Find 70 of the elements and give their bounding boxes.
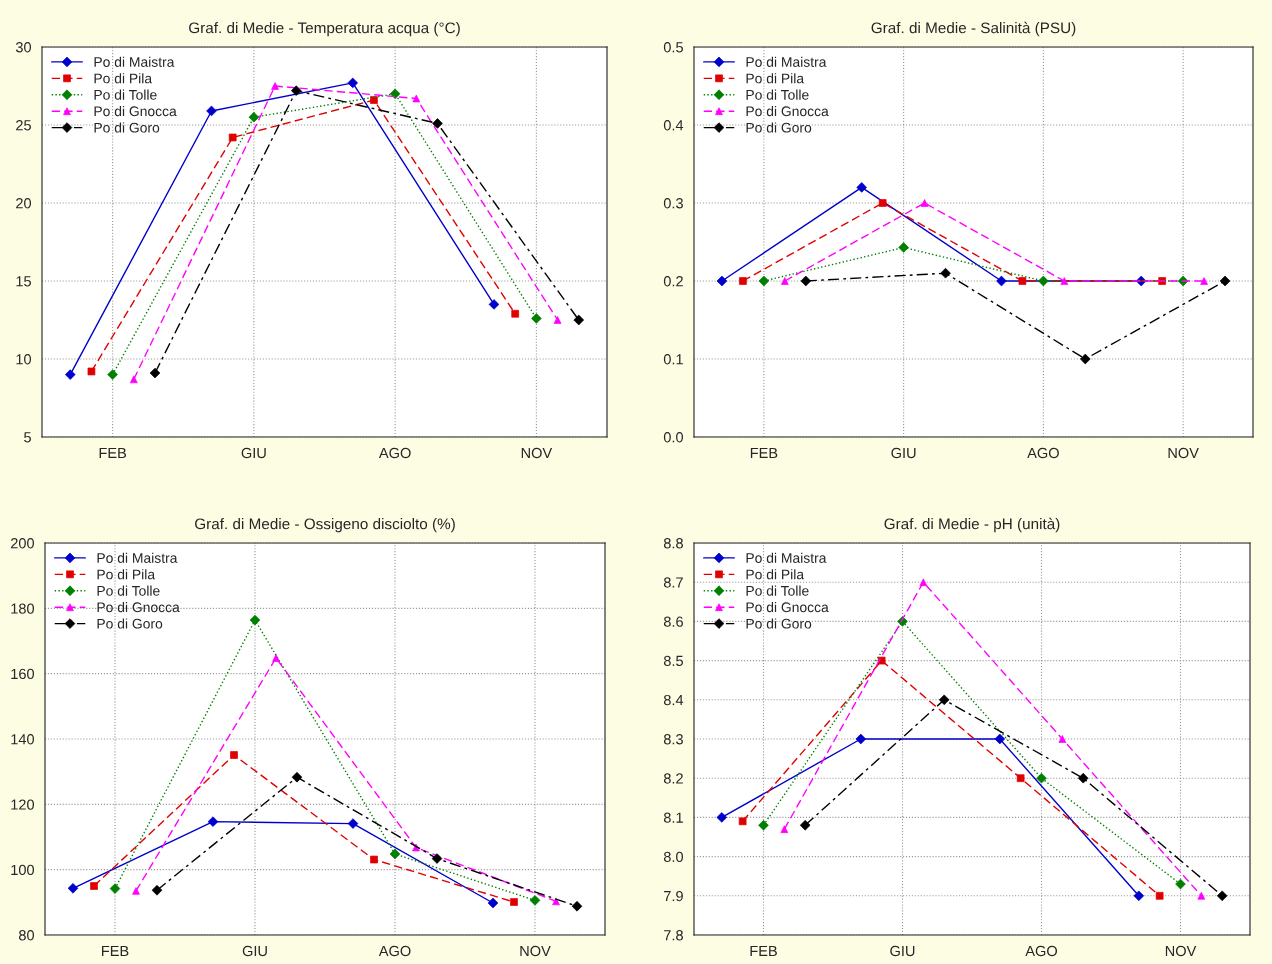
x-tick-label: AGO xyxy=(378,945,411,957)
x-tick-label: GIU xyxy=(241,447,266,459)
y-tick-label: 0.5 xyxy=(663,42,683,53)
y-tick-label: 7.8 xyxy=(664,930,683,941)
y-tick-label: 0.2 xyxy=(663,276,683,287)
chart-title: Graf. di Medie - Ossigeno disciolto (%) xyxy=(195,518,455,533)
legend-label: Po di Goro xyxy=(97,618,163,629)
x-tick-label: AGO xyxy=(1027,447,1059,459)
x-tick-label: FEB xyxy=(102,945,129,956)
x-tick-label: GIU xyxy=(890,945,915,957)
x-tick-label: NOV xyxy=(520,945,551,957)
x-tick-label: NOV xyxy=(1165,945,1197,957)
x-tick-label: FEB xyxy=(750,447,778,458)
y-tick-label: 140 xyxy=(11,734,35,745)
x-tick-label: GIU xyxy=(242,945,267,957)
legend-label: Po di Pila xyxy=(746,569,805,580)
legend-label: Po di Pila xyxy=(746,73,805,84)
legend-label: Po di Gnocca xyxy=(746,105,829,117)
y-tick-label: 15 xyxy=(16,276,31,287)
legend-label: Po di Goro xyxy=(94,122,160,133)
y-tick-label: 180 xyxy=(11,603,35,614)
x-tick-label: FEB xyxy=(99,447,127,458)
legend-label: Po di Pila xyxy=(97,569,156,580)
y-tick-label: 8.0 xyxy=(663,851,684,863)
y-tick-label: 8.4 xyxy=(663,694,684,706)
y-tick-label: 5 xyxy=(24,432,31,443)
y-tick-label: 0.3 xyxy=(663,198,683,209)
y-tick-label: 80 xyxy=(19,930,35,941)
y-tick-label: 8.3 xyxy=(663,734,683,745)
y-tick-label: 8.6 xyxy=(663,616,683,627)
y-tick-label: 30 xyxy=(15,42,32,53)
y-tick-label: 8.2 xyxy=(663,773,683,784)
y-tick-label: 25 xyxy=(16,120,31,131)
y-tick-label: 8.5 xyxy=(663,655,683,667)
y-tick-label: 0.4 xyxy=(663,120,684,131)
y-tick-label: 0.0 xyxy=(663,432,684,443)
x-tick-label: NOV xyxy=(1168,447,1199,459)
legend-label: Po di Goro xyxy=(746,618,812,629)
y-tick-label: 200 xyxy=(10,538,35,549)
legend-label: Po di Maistra xyxy=(94,56,175,67)
legend-label: Po di Pila xyxy=(94,73,153,84)
y-tick-label: 8.1 xyxy=(663,812,683,823)
x-tick-label: AGO xyxy=(378,447,411,459)
chart-title: Graf. di Medie - Temperatura acqua (°C) xyxy=(189,22,460,37)
y-tick-label: 20 xyxy=(16,198,32,209)
y-tick-label: 0.1 xyxy=(663,354,683,365)
y-tick-label: 8.8 xyxy=(663,538,683,549)
legend-label: Po di Tolle xyxy=(94,89,157,100)
chart-title: Graf. di Medie - Salinità (PSU) xyxy=(871,21,1076,37)
x-tick-label: AGO xyxy=(1025,945,1058,957)
x-tick-label: FEB xyxy=(750,945,777,956)
legend-label: Po di Maistra xyxy=(746,552,827,563)
legend-label: Po di Tolle xyxy=(746,89,809,100)
legend-label: Po di Maistra xyxy=(746,56,827,67)
y-tick-label: 10 xyxy=(16,354,32,365)
x-tick-label: NOV xyxy=(521,447,553,459)
y-tick-label: 120 xyxy=(11,799,35,810)
y-tick-label: 7.9 xyxy=(664,890,683,902)
legend-label: Po di Gnocca xyxy=(94,105,177,117)
legend-label: Po di Tolle xyxy=(97,585,160,596)
legend-label: Po di Gnocca xyxy=(746,601,829,613)
legend-label: Po di Tolle xyxy=(746,585,809,596)
x-tick-label: GIU xyxy=(891,447,916,459)
legend-label: Po di Goro xyxy=(746,122,812,133)
legend-label: Po di Gnocca xyxy=(97,601,180,613)
chart-title: Graf. di Medie - pH (unità) xyxy=(884,517,1060,533)
y-tick-label: 160 xyxy=(11,668,35,680)
y-tick-label: 8.7 xyxy=(663,577,683,588)
y-tick-label: 100 xyxy=(11,864,35,876)
legend-label: Po di Maistra xyxy=(97,552,178,563)
